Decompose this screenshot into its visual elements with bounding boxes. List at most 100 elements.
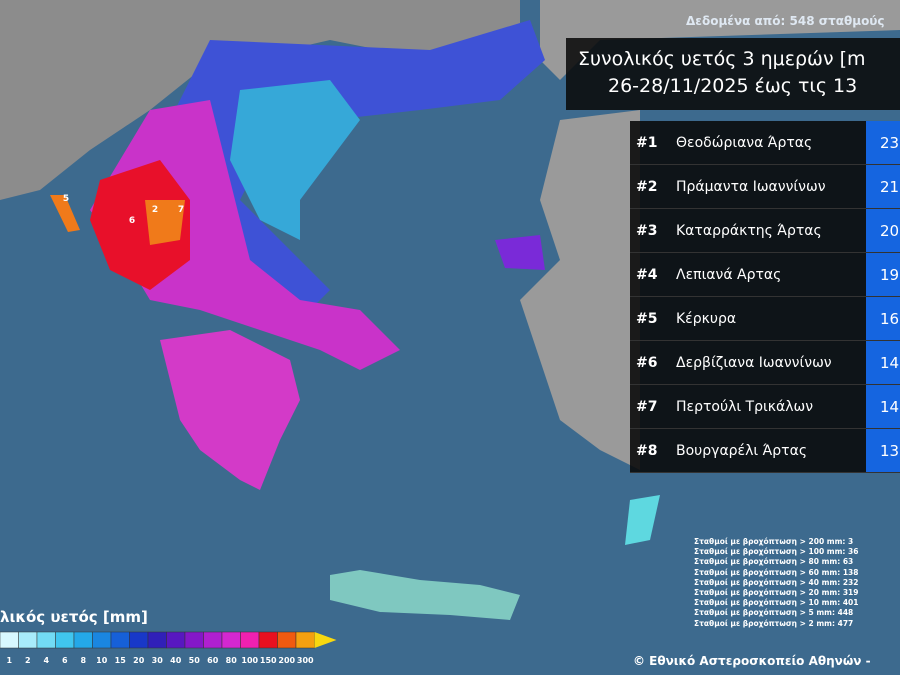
colorbar-label: 15 [115,656,127,665]
data-source: Δεδομένα από: 548 σταθμούς [686,14,885,28]
rain-value: 14 [866,385,900,428]
colorbar-cell [258,631,278,649]
station-name: Θεοδώριανα Άρτας [676,134,813,151]
station-name: Βουργαρέλι Άρτας [676,442,808,459]
rain-epirus [90,160,190,290]
station-name: Λεπιανά Αρτας [676,266,782,283]
station-name: Δερβίζιανα Ιωαννίνων [676,354,832,371]
rank: #7 [636,398,658,415]
rain-corfu [50,195,80,232]
rain-value: 21 [866,165,900,208]
legend-title: λικός υετός [mm] [0,608,148,626]
ranking-table: #1 Θεοδώριανα Άρτας 23 #2 Πράμαντα Ιωαννίνων… [630,121,900,473]
rain-value: 23 [866,121,900,164]
colorbar-label: 300 [297,656,314,665]
count-line: Σταθμοί με βροχόπτωση > 5 mm: 448 [694,608,854,618]
ranking-row: #2 Πράμαντα Ιωαννίνων 21 [630,165,900,209]
station-name: Πράμαντα Ιωαννίνων [676,178,826,195]
rank: #3 [636,222,658,239]
ranking-row: #7 Περτούλι Τρικάλων 14 [630,385,900,429]
station-name: Καταρράκτης Άρτας [676,222,822,239]
colorbar-cell [129,631,149,649]
subtitle: 26-28/11/2025 έως τις 13 [608,75,858,97]
rank: #8 [636,442,658,459]
rain-value: 20 [866,209,900,252]
rhodes [625,495,660,545]
colorbar-cell [203,631,223,649]
station-label: 5 [63,194,69,204]
colorbar-cell [184,631,204,649]
count-line: Σταθμοί με βροχόπτωση > 60 mm: 138 [694,567,859,577]
colorbar-cell [240,631,260,649]
colorbar-label: 20 [133,656,145,665]
rank: #4 [636,266,658,283]
title: Συνολικός υετός 3 ημερών [m [578,48,866,70]
rain-value: 19 [866,253,900,296]
ranking-row: #3 Καταρράκτης Άρτας 20 [630,209,900,253]
count-line: Σταθμοί με βροχόπτωση > 40 mm: 232 [694,577,859,587]
colorbar-label: 10 [96,656,108,665]
count-line: Σταθμοί με βροχόπτωση > 2 mm: 477 [694,618,854,628]
colorbar-cell [18,631,38,649]
colorbar-cell [36,631,56,649]
count-line: Σταθμοί με βροχόπτωση > 200 mm: 3 [694,537,854,546]
rain-peloponnese [160,330,300,490]
colorbar-cell [92,631,112,649]
colorbar-label: 100 [241,656,258,665]
colorbar-cell [73,631,93,649]
colorbar-label: 80 [226,656,238,665]
station-label: 6 [129,216,135,226]
colorbar-cell [110,631,130,649]
rank: #1 [636,134,658,151]
count-line: Σταθμοί με βροχόπτωση > 80 mm: 63 [694,557,854,567]
colorbar-label: 150 [260,656,277,665]
colorbar-cell [277,631,297,649]
ranking-row: #1 Θεοδώριανα Άρτας 23 [630,121,900,165]
ranking-row: #6 Δερβίζιανα Ιωαννίνων 14 [630,341,900,385]
colorbar-cell [147,631,167,649]
land-turkey-north [540,0,900,80]
rain-max [145,200,185,245]
colorbar-cell [55,631,75,649]
rain-value: 14 [866,341,900,384]
ranking-row: #8 Βουργαρέλι Άρτας 13 [630,429,900,473]
colorbar-label: 60 [207,656,219,665]
station-counts: Σταθμοί με βροχόπτωση > 200 mm: 3 Σταθμοί… [694,537,858,629]
colorbar-cell [295,631,315,649]
count-line: Σταθμοί με βροχόπτωση > 20 mm: 319 [694,588,859,598]
rank: #5 [636,310,658,327]
ranking-row: #5 Κέρκυρα 16 [630,297,900,341]
land-turkey [520,110,640,470]
rank: #6 [636,354,658,371]
colorbar-label: 50 [189,656,201,665]
rank: #2 [636,178,658,195]
colorbar-label: 8 [80,656,86,665]
colorbar-arrow [314,632,337,648]
station-label: 7 [178,205,184,215]
crete [330,570,520,620]
colorbar-label: 1 [6,656,12,665]
rain-value: 13 [866,429,900,472]
colorbar-cell [0,631,19,649]
colorbar-cell [166,631,186,649]
colorbar-label: 40 [170,656,182,665]
rain-macedonia [230,80,360,240]
colorbar-label: 6 [62,656,68,665]
count-line: Σταθμοί με βροχόπτωση > 100 mm: 36 [694,547,859,557]
lesvos [495,235,545,270]
title-box: Συνολικός υετός 3 ημερών [m 26-28/11/202… [566,38,900,110]
rain-west [90,100,400,370]
colorbar-label: 4 [43,656,49,665]
colorbar-label: 200 [278,656,295,665]
colorbar-cell [221,631,241,649]
colorbar-label: 2 [25,656,31,665]
copyright: © Εθνικό Αστεροσκοπείο Αθηνών - [633,654,871,668]
station-name: Κέρκυρα [676,310,737,327]
rain-value: 16 [866,297,900,340]
station-name: Περτούλι Τρικάλων [676,398,814,415]
station-label: 2 [152,205,158,215]
ranking-row: #4 Λεπιανά Αρτας 19 [630,253,900,297]
colorbar-label: 30 [152,656,164,665]
